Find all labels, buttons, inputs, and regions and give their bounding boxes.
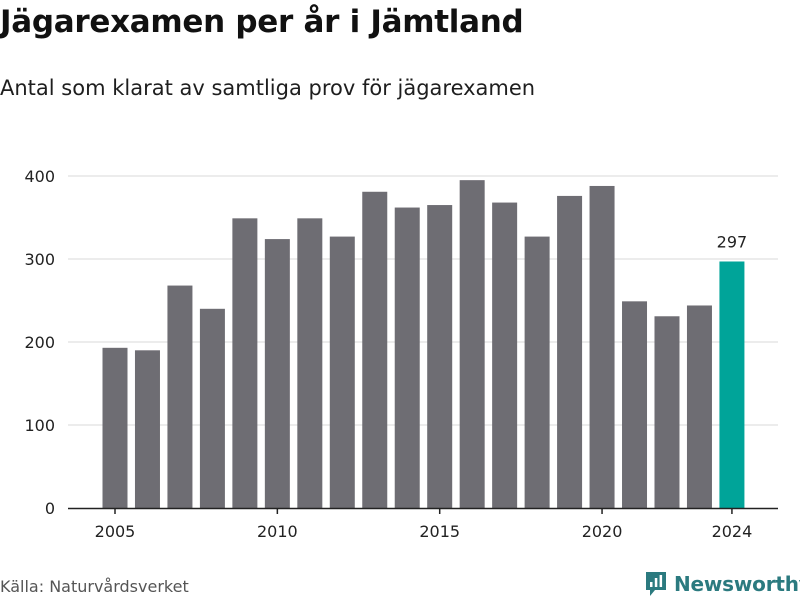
bar-2013 xyxy=(362,191,388,508)
bar-2010 xyxy=(264,239,290,508)
x-tick-label: 2010 xyxy=(257,522,298,541)
newsworthy-chart-icon xyxy=(646,572,666,596)
x-tick-label: 2005 xyxy=(95,522,136,541)
chart-title: Jägarexamen per år i Jämtland xyxy=(0,4,524,40)
bar-2019 xyxy=(557,195,583,509)
data-label-2024: 297 xyxy=(717,232,748,251)
x-tick-label: 2020 xyxy=(582,522,623,541)
bar-2015 xyxy=(427,205,453,509)
x-tick-label: 2015 xyxy=(419,522,460,541)
bar-2024 xyxy=(719,261,745,508)
source-note: Källa: Naturvårdsverket xyxy=(0,577,189,596)
y-tick-label: 100 xyxy=(24,416,55,435)
bar-2017 xyxy=(492,202,518,508)
bar-2005 xyxy=(102,347,128,508)
bar-2018 xyxy=(524,236,550,508)
bar-chart: 0 100 200 300 400 2005 2010 2015 2020 2024 297 xyxy=(24,167,778,541)
bar-2016 xyxy=(459,180,485,508)
bar-2011 xyxy=(297,218,323,508)
bar-2020 xyxy=(589,185,615,508)
bar-2012 xyxy=(329,236,355,508)
bar-2022 xyxy=(654,316,680,508)
bar-2007 xyxy=(167,285,193,508)
brand-name: Newsworthy xyxy=(674,572,800,596)
bar-2006 xyxy=(134,350,160,508)
chart-subtitle: Antal som klarat av samtliga prov för jä… xyxy=(0,76,536,100)
bar-2023 xyxy=(686,305,712,508)
brand-logo: Newsworthy xyxy=(644,569,800,599)
y-tick-label: 300 xyxy=(24,250,55,269)
y-tick-label: 0 xyxy=(45,499,55,518)
bar-2009 xyxy=(232,218,258,508)
y-tick-label: 200 xyxy=(24,333,55,352)
bar-2014 xyxy=(394,207,420,509)
y-tick-label: 400 xyxy=(24,167,55,186)
bar-2021 xyxy=(622,301,648,508)
x-tick-label: 2024 xyxy=(712,522,753,541)
bar-2008 xyxy=(199,308,225,508)
